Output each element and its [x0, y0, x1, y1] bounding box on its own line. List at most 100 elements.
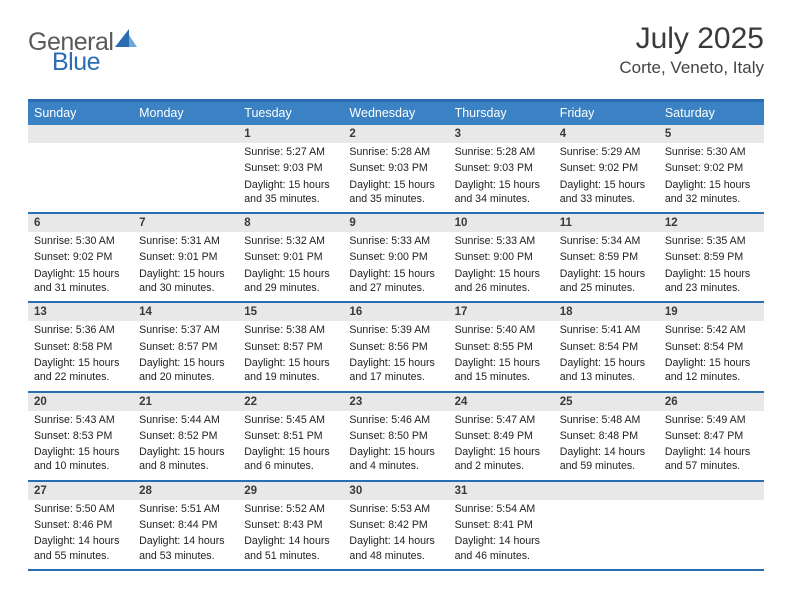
- sunrise-text: Sunrise: 5:28 AM: [343, 143, 448, 159]
- daylight-text: Daylight: 15 hours and 26 minutes.: [449, 265, 554, 296]
- sunrise-text: Sunrise: 5:34 AM: [554, 232, 659, 248]
- calendar-cell: 30Sunrise: 5:53 AMSunset: 8:42 PMDayligh…: [343, 482, 448, 569]
- sunrise-text: Sunrise: 5:46 AM: [343, 411, 448, 427]
- day-number: 2: [343, 125, 448, 143]
- calendar-cell: 28Sunrise: 5:51 AMSunset: 8:44 PMDayligh…: [133, 482, 238, 569]
- sunset-text: Sunset: 8:52 PM: [133, 427, 238, 443]
- calendar-page: General July 2025 Corte, Veneto, Italy B…: [0, 0, 792, 571]
- day-number: 30: [343, 482, 448, 500]
- sunrise-text: Sunrise: 5:37 AM: [133, 321, 238, 337]
- sunrise-text: Sunrise: 5:41 AM: [554, 321, 659, 337]
- sunrise-text: Sunrise: 5:38 AM: [238, 321, 343, 337]
- day-number: 15: [238, 303, 343, 321]
- calendar-cell: 6Sunrise: 5:30 AMSunset: 9:02 PMDaylight…: [28, 214, 133, 301]
- sunrise-text: Sunrise: 5:52 AM: [238, 500, 343, 516]
- calendar-cell: 8Sunrise: 5:32 AMSunset: 9:01 PMDaylight…: [238, 214, 343, 301]
- calendar-week-row: 13Sunrise: 5:36 AMSunset: 8:58 PMDayligh…: [28, 303, 764, 392]
- calendar-cell: 13Sunrise: 5:36 AMSunset: 8:58 PMDayligh…: [28, 303, 133, 390]
- day-number: 9: [343, 214, 448, 232]
- sunrise-text: Sunrise: 5:31 AM: [133, 232, 238, 248]
- sunset-text: Sunset: 9:03 PM: [343, 159, 448, 175]
- sunrise-text: Sunrise: 5:43 AM: [28, 411, 133, 427]
- calendar-cell: 10Sunrise: 5:33 AMSunset: 9:00 PMDayligh…: [449, 214, 554, 301]
- sunrise-text: Sunrise: 5:47 AM: [449, 411, 554, 427]
- day-number: 12: [659, 214, 764, 232]
- sunset-text: Sunset: 8:58 PM: [28, 338, 133, 354]
- sunset-text: Sunset: 8:47 PM: [659, 427, 764, 443]
- day-number: 1: [238, 125, 343, 143]
- day-number: 31: [449, 482, 554, 500]
- title-block: July 2025 Corte, Veneto, Italy: [619, 22, 764, 78]
- page-subtitle: Corte, Veneto, Italy: [619, 58, 764, 78]
- calendar-cell: 14Sunrise: 5:37 AMSunset: 8:57 PMDayligh…: [133, 303, 238, 390]
- day-number: 26: [659, 393, 764, 411]
- sunset-text: Sunset: 8:59 PM: [659, 248, 764, 264]
- daylight-text: Daylight: 14 hours and 55 minutes.: [28, 532, 133, 563]
- daylight-text: Daylight: 15 hours and 4 minutes.: [343, 443, 448, 474]
- day-number: 23: [343, 393, 448, 411]
- daylight-text: Daylight: 14 hours and 53 minutes.: [133, 532, 238, 563]
- day-number: [28, 125, 133, 143]
- sunrise-text: Sunrise: 5:36 AM: [28, 321, 133, 337]
- calendar-cell: 1Sunrise: 5:27 AMSunset: 9:03 PMDaylight…: [238, 125, 343, 212]
- day-number: 25: [554, 393, 659, 411]
- calendar-cell: 7Sunrise: 5:31 AMSunset: 9:01 PMDaylight…: [133, 214, 238, 301]
- sunrise-text: Sunrise: 5:40 AM: [449, 321, 554, 337]
- day-number: 16: [343, 303, 448, 321]
- sunset-text: Sunset: 8:50 PM: [343, 427, 448, 443]
- calendar-cell: 11Sunrise: 5:34 AMSunset: 8:59 PMDayligh…: [554, 214, 659, 301]
- calendar-week-row: 27Sunrise: 5:50 AMSunset: 8:46 PMDayligh…: [28, 482, 764, 571]
- calendar-cell: [133, 125, 238, 212]
- sunrise-text: Sunrise: 5:49 AM: [659, 411, 764, 427]
- daylight-text: Daylight: 15 hours and 13 minutes.: [554, 354, 659, 385]
- calendar-cell: 29Sunrise: 5:52 AMSunset: 8:43 PMDayligh…: [238, 482, 343, 569]
- page-title: July 2025: [619, 22, 764, 56]
- weekday-header: Wednesday: [343, 102, 448, 125]
- sunset-text: Sunset: 9:00 PM: [343, 248, 448, 264]
- calendar-cell: 17Sunrise: 5:40 AMSunset: 8:55 PMDayligh…: [449, 303, 554, 390]
- sunset-text: Sunset: 8:42 PM: [343, 516, 448, 532]
- calendar-cell: 5Sunrise: 5:30 AMSunset: 9:02 PMDaylight…: [659, 125, 764, 212]
- daylight-text: Daylight: 15 hours and 12 minutes.: [659, 354, 764, 385]
- sunset-text: Sunset: 8:46 PM: [28, 516, 133, 532]
- calendar-cell: 15Sunrise: 5:38 AMSunset: 8:57 PMDayligh…: [238, 303, 343, 390]
- day-number: [133, 125, 238, 143]
- sunset-text: Sunset: 8:54 PM: [659, 338, 764, 354]
- day-number: 19: [659, 303, 764, 321]
- daylight-text: Daylight: 15 hours and 25 minutes.: [554, 265, 659, 296]
- logo-text-blue: Blue: [52, 48, 100, 77]
- daylight-text: Daylight: 15 hours and 15 minutes.: [449, 354, 554, 385]
- sunset-text: Sunset: 9:01 PM: [133, 248, 238, 264]
- sunrise-text: Sunrise: 5:45 AM: [238, 411, 343, 427]
- sunset-text: Sunset: 8:57 PM: [133, 338, 238, 354]
- sunset-text: Sunset: 9:03 PM: [238, 159, 343, 175]
- daylight-text: Daylight: 14 hours and 48 minutes.: [343, 532, 448, 563]
- sunrise-text: Sunrise: 5:28 AM: [449, 143, 554, 159]
- calendar-week-row: 20Sunrise: 5:43 AMSunset: 8:53 PMDayligh…: [28, 393, 764, 482]
- sunrise-text: Sunrise: 5:48 AM: [554, 411, 659, 427]
- calendar-week-row: 1Sunrise: 5:27 AMSunset: 9:03 PMDaylight…: [28, 125, 764, 214]
- calendar-cell: [28, 125, 133, 212]
- day-number: 28: [133, 482, 238, 500]
- daylight-text: Daylight: 15 hours and 22 minutes.: [28, 354, 133, 385]
- sunrise-text: Sunrise: 5:29 AM: [554, 143, 659, 159]
- sunrise-text: Sunrise: 5:51 AM: [133, 500, 238, 516]
- day-number: 8: [238, 214, 343, 232]
- sunrise-text: Sunrise: 5:27 AM: [238, 143, 343, 159]
- sunset-text: Sunset: 8:53 PM: [28, 427, 133, 443]
- daylight-text: Daylight: 15 hours and 29 minutes.: [238, 265, 343, 296]
- sunset-text: Sunset: 9:02 PM: [659, 159, 764, 175]
- day-number: 11: [554, 214, 659, 232]
- sunset-text: Sunset: 8:51 PM: [238, 427, 343, 443]
- calendar-cell: 2Sunrise: 5:28 AMSunset: 9:03 PMDaylight…: [343, 125, 448, 212]
- sunset-text: Sunset: 8:59 PM: [554, 248, 659, 264]
- weekday-header: Friday: [554, 102, 659, 125]
- daylight-text: Daylight: 15 hours and 20 minutes.: [133, 354, 238, 385]
- daylight-text: Daylight: 15 hours and 34 minutes.: [449, 176, 554, 207]
- daylight-text: Daylight: 15 hours and 23 minutes.: [659, 265, 764, 296]
- daylight-text: Daylight: 15 hours and 2 minutes.: [449, 443, 554, 474]
- calendar-cell: 25Sunrise: 5:48 AMSunset: 8:48 PMDayligh…: [554, 393, 659, 480]
- day-number: 29: [238, 482, 343, 500]
- daylight-text: Daylight: 15 hours and 31 minutes.: [28, 265, 133, 296]
- sunrise-text: Sunrise: 5:32 AM: [238, 232, 343, 248]
